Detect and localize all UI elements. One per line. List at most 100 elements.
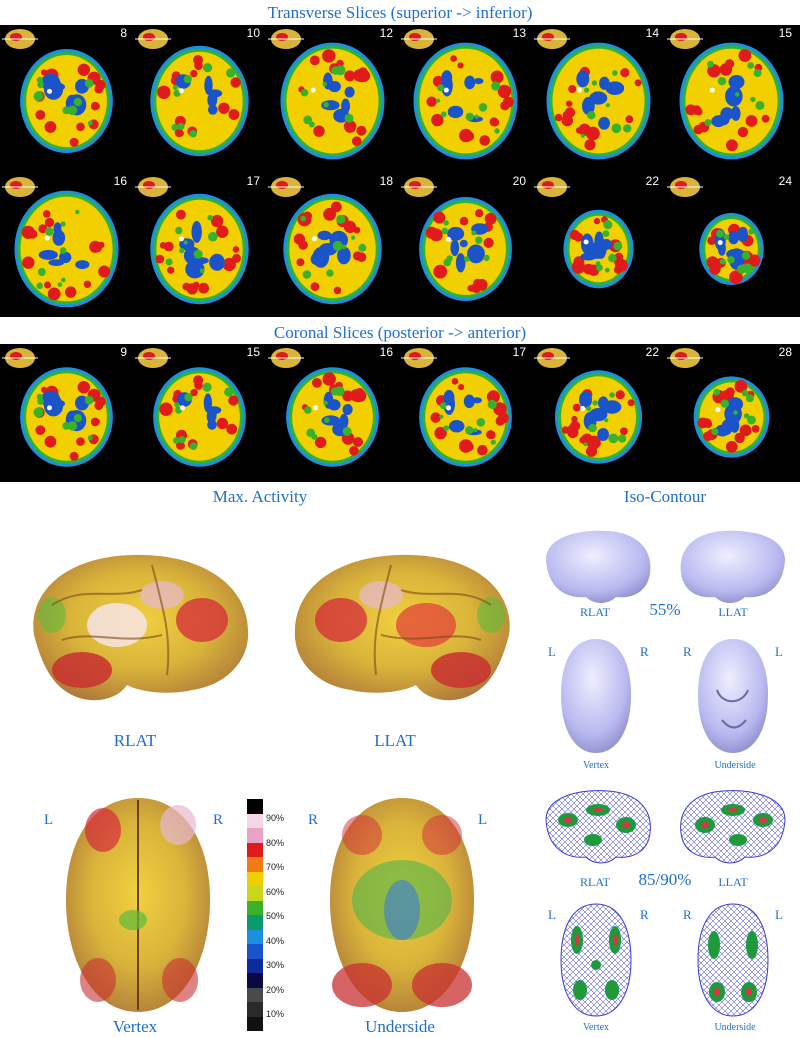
transverse-slice-number: 10 (246, 26, 260, 40)
colorbar-tick-label: 10% (266, 1009, 285, 1019)
coronal-slice-number: 22 (645, 345, 659, 359)
transverse-slice-14: 14 (532, 25, 665, 169)
iso-85-underside-L: L (775, 907, 783, 922)
iso-85-vertex-L: L (548, 907, 556, 922)
transverse-slice-18: 18 (266, 173, 399, 317)
colorbar (247, 799, 263, 1031)
coronal-slice-22: 22 (532, 344, 665, 482)
colorbar-tick-label: 20% (266, 984, 285, 995)
colorbar-segment (247, 973, 263, 988)
iso-85-llat-label: LLAT (718, 875, 748, 889)
iso-85-vertex (560, 903, 632, 1017)
colorbar-tick-label: 50% (266, 911, 285, 921)
iso-contour-title: Iso-Contour (623, 487, 707, 506)
coronal-slice-number: 16 (379, 345, 393, 359)
coronal-title: Coronal Slices (posterior -> anterior) (273, 323, 527, 342)
transverse-slice-number: 8 (120, 26, 127, 40)
coronal-slice-number: 17 (512, 345, 526, 359)
coronal-slice-17: 17 (399, 344, 532, 482)
label-llat: LLAT (374, 731, 416, 750)
transverse-slice-number: 17 (246, 174, 260, 188)
colorbar-segment (247, 1016, 263, 1031)
coronal-slice-9: 9 (0, 344, 133, 482)
iso-85-rlat-label: RLAT (580, 875, 610, 889)
iso-55-llat (680, 530, 785, 603)
coronal-slice-15: 15 (133, 344, 266, 482)
coronal-slice-number: 28 (778, 345, 792, 359)
underside-right-marker: L (478, 812, 488, 828)
brain-3d-rlat (33, 554, 249, 701)
iso-85-rlat (545, 790, 651, 864)
colorbar-segment (247, 915, 263, 930)
iso-55-rlat (546, 530, 651, 603)
iso-55-underside (698, 639, 768, 753)
label-vertex: Vertex (112, 1017, 158, 1036)
vertex-right-marker: R (213, 812, 224, 828)
colorbar-tick-label: 60% (266, 886, 285, 897)
max-activity-title: Max. Activity (212, 487, 308, 506)
brain-3d-llat (294, 554, 510, 701)
label-underside: Underside (365, 1017, 435, 1036)
transverse-slice-10: 10 (133, 25, 266, 169)
transverse-slice-number: 16 (113, 174, 127, 188)
colorbar-segment (247, 799, 263, 814)
coronal-panel: 9 15 16 17 22 28 (0, 344, 800, 482)
iso-55-underside-label: Underside (714, 760, 756, 771)
iso-55-llat-label: LLAT (718, 605, 748, 619)
transverse-slice-number: 22 (645, 174, 659, 188)
iso-55-vertex-R: R (640, 644, 649, 659)
label-rlat: RLAT (113, 731, 157, 750)
colorbar-segment (247, 886, 263, 901)
iso-55-vertex-L: L (548, 644, 556, 659)
coronal-slice-28: 28 (665, 344, 798, 482)
transverse-slice-13: 13 (399, 25, 532, 169)
iso-55-vertex-label: Vertex (582, 760, 610, 771)
iso-85-llat (680, 790, 786, 864)
coronal-slice-number: 15 (246, 345, 260, 359)
iso-level-55: 55% (649, 600, 681, 619)
transverse-panel: 8 10 12 13 14 15 16 17 18 20 22 24 (0, 25, 800, 317)
transverse-slice-24: 24 (665, 173, 798, 317)
brain-3d-vertex (66, 798, 210, 1012)
colorbar-tick-label: 30% (266, 960, 285, 970)
coronal-slice-16: 16 (266, 344, 399, 482)
colorbar-segment (247, 828, 263, 843)
vertex-left-marker: L (44, 812, 54, 828)
colorbar-tick-label: 80% (266, 837, 285, 848)
underside-left-marker: R (308, 812, 319, 828)
iso-85-vertex-label: Vertex (582, 1022, 610, 1033)
colorbar-segment (247, 987, 263, 1002)
colorbar-segment (247, 842, 263, 857)
transverse-slice-number: 13 (512, 26, 526, 40)
transverse-slice-17: 17 (133, 173, 266, 317)
colorbar-tick-label: 70% (266, 862, 285, 872)
transverse-slice-12: 12 (266, 25, 399, 169)
transverse-slice-22: 22 (532, 173, 665, 317)
transverse-title: Transverse Slices (superior -> inferior) (267, 3, 533, 22)
iso-55-rlat-label: RLAT (580, 605, 610, 619)
iso-level-85-90: 85/90% (638, 870, 692, 889)
colorbar-segment (247, 929, 263, 944)
transverse-slice-number: 15 (778, 26, 792, 40)
iso-55-underside-L: L (775, 644, 783, 659)
colorbar-segment (247, 958, 263, 973)
brain-3d-underside (330, 798, 474, 1012)
iso-55-vertex (561, 639, 631, 753)
transverse-slice-8: 8 (0, 25, 133, 169)
transverse-slice-number: 24 (778, 174, 792, 188)
iso-85-vertex-R: R (640, 907, 649, 922)
colorbar-segment (247, 813, 263, 828)
transverse-slice-number: 20 (512, 174, 526, 188)
colorbar-segment (247, 1002, 263, 1017)
coronal-slice-number: 9 (120, 345, 127, 359)
transverse-slice-20: 20 (399, 173, 532, 317)
transverse-slice-number: 12 (379, 26, 393, 40)
colorbar-segment (247, 871, 263, 886)
colorbar-segment (247, 857, 263, 872)
transverse-slice-16: 16 (0, 173, 133, 317)
colorbar-tick-label: 90% (266, 813, 285, 823)
colorbar-tick-label: 40% (266, 935, 285, 946)
iso-85-underside-R: R (683, 907, 692, 922)
iso-85-underside (697, 903, 769, 1017)
transverse-slice-number: 14 (645, 26, 659, 40)
